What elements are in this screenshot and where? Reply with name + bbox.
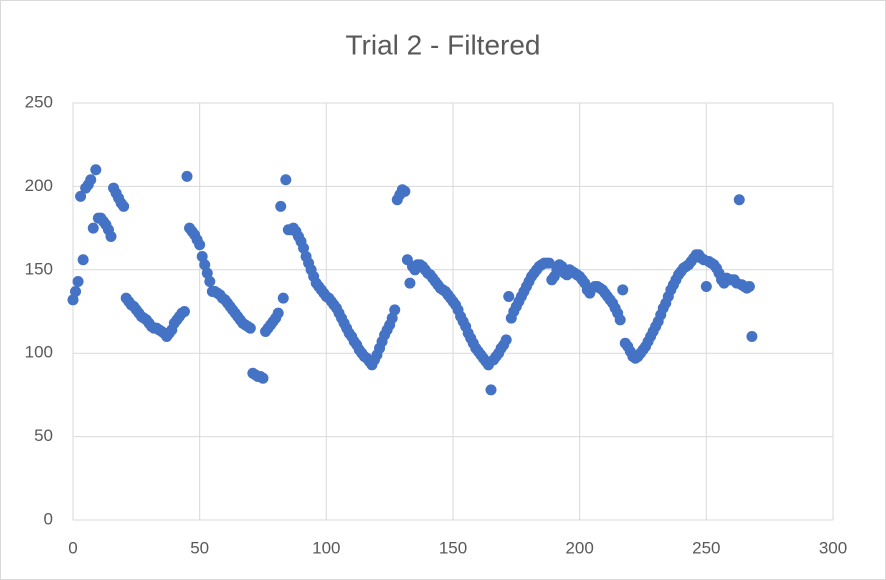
- y-tick-label: 150: [25, 259, 53, 278]
- data-point: [743, 280, 755, 292]
- data-point: [204, 275, 216, 287]
- data-point: [746, 331, 758, 343]
- y-tick-label: 200: [25, 176, 53, 195]
- data-point: [700, 280, 712, 292]
- data-point: [543, 257, 555, 269]
- data-point: [201, 267, 213, 279]
- data-point: [298, 242, 310, 254]
- x-tick-label: 200: [565, 538, 593, 557]
- data-point: [90, 164, 102, 176]
- data-point: [500, 334, 512, 346]
- data-point: [404, 277, 416, 289]
- data-point: [244, 322, 256, 334]
- data-point: [181, 170, 193, 182]
- y-tick-label: 250: [25, 92, 53, 111]
- x-tick-label: 100: [312, 538, 340, 557]
- y-tick-label: 100: [25, 343, 53, 362]
- data-point: [196, 250, 208, 262]
- y-tick-label: 50: [34, 426, 53, 445]
- data-point: [72, 275, 84, 287]
- data-point: [85, 174, 97, 186]
- data-point: [67, 294, 79, 306]
- x-tick-label: 50: [190, 538, 209, 557]
- chart-title: Trial 2 - Filtered: [345, 29, 540, 60]
- data-point: [178, 306, 190, 317]
- data-point: [105, 230, 117, 242]
- x-tick-label: 300: [819, 538, 847, 557]
- data-point: [194, 239, 206, 251]
- data-point: [503, 290, 515, 302]
- data-point: [389, 304, 401, 316]
- data-point: [199, 259, 211, 271]
- data-point: [277, 292, 289, 304]
- x-tick-label: 150: [439, 538, 467, 557]
- data-point: [617, 284, 629, 296]
- data-point: [70, 285, 82, 297]
- x-tick-label: 250: [692, 538, 720, 557]
- data-point: [75, 190, 87, 202]
- data-point: [275, 200, 287, 212]
- data-point: [87, 222, 99, 234]
- data-point: [272, 307, 284, 319]
- data-point: [386, 312, 398, 324]
- data-point: [614, 314, 626, 326]
- y-tick-label: 0: [44, 509, 53, 528]
- x-tick-label: 0: [68, 538, 77, 557]
- data-point: [118, 200, 130, 212]
- data-point: [280, 174, 292, 186]
- data-point: [399, 185, 411, 197]
- data-point: [257, 372, 269, 384]
- data-point: [485, 384, 497, 396]
- data-point: [733, 194, 745, 206]
- data-point: [77, 254, 89, 266]
